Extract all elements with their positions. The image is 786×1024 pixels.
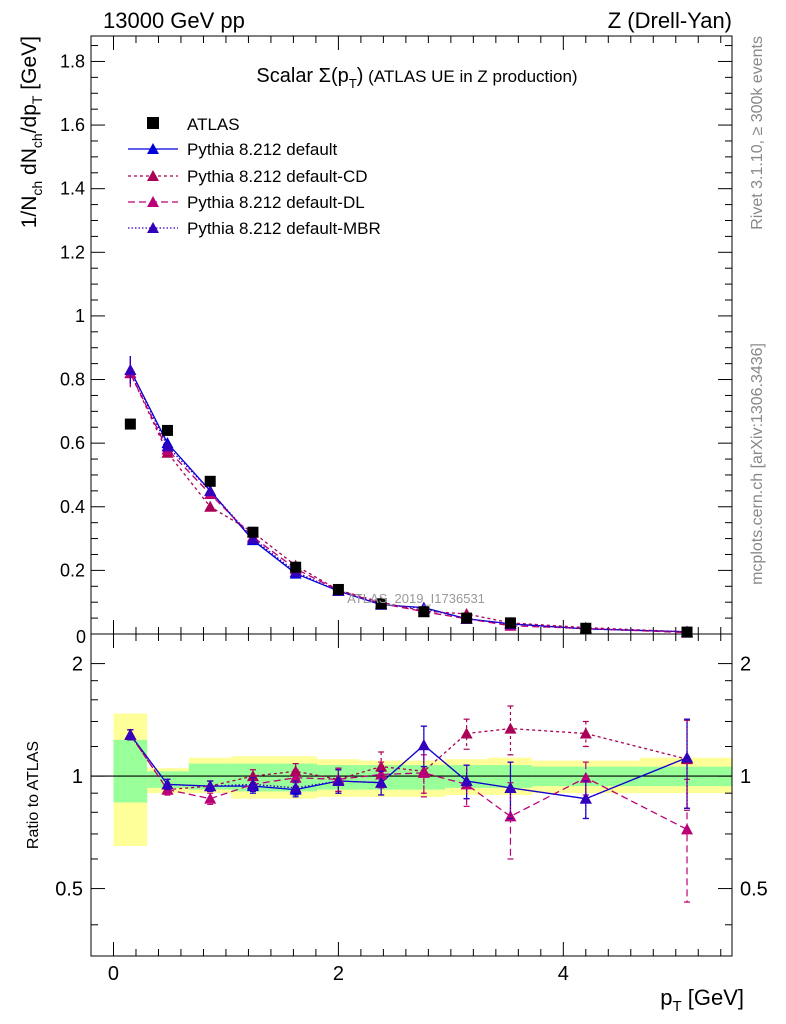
ratio-series-point [579,771,592,783]
rivet-label: Rivet 3.1.10, ≥ 300k events [749,36,766,230]
ratio-series-point [681,751,694,763]
main-y-tick-label: 1.8 [60,51,85,71]
main-series-point [204,484,217,496]
header-left: 13000 GeV pp [103,8,245,33]
ratio-series-point [579,727,592,739]
main-curves [129,369,688,634]
x-axis-label: pT [GeV] [660,985,744,1015]
ratio-series-point [417,739,430,751]
main-series-point [161,440,174,452]
x-tick-label: 4 [558,963,569,985]
ratio-series-point [460,727,473,739]
main-series-point [246,532,259,544]
legend-marker-dl [147,196,159,207]
ratio-series-point [161,778,174,790]
main-series-point [124,363,137,375]
legend-marker-atlas [147,117,159,129]
ratio-ticks: 0.5 0.5 1 1 2 2 0 2 4 [55,634,768,985]
analysis-watermark: ATLAS_2019_I1736531 [347,591,485,606]
main-y-tick-label: 1 [75,306,85,326]
ratio-series-point [375,768,388,780]
main-y-tick-label: 0.2 [60,560,85,580]
main-series-point [204,500,217,512]
legend-marker-mbr [147,222,159,233]
ratio-series-point [246,778,259,790]
ratio-series-point [681,823,694,835]
ratio-series-point [460,775,473,787]
ratio-y-axis-label: Ratio to ATLAS [25,741,42,849]
main-bottom-tick-label: 0 [76,627,86,647]
ratio-y-tick-label: 1 [72,766,83,788]
main-y-axis-label: 1/Nch dNch/dpT [GeV] [18,36,45,228]
legend-marker-cd [147,170,159,181]
ratio-series-line [129,734,688,830]
main-series-line [129,372,688,633]
main-panel: 0.2 0.4 0.6 0.8 1 1.2 1.4 1.6 1.8 0 Scalar Σ(pT)… [18,35,733,647]
ratio-series-point [504,722,517,734]
ratio-series-point [124,728,137,740]
ratio-y-tick-label: 0.5 [55,879,83,901]
legend-entry-default: Pythia 8.212 default [187,140,338,159]
x-tick-label: 2 [333,963,344,985]
ratio-series-point [579,792,592,804]
ratio-y-tick-label-right: 1 [740,766,751,788]
atlas-data-point [504,617,516,629]
ratio-series-point [289,781,302,793]
main-y-tick-label: 0.8 [60,370,85,390]
main-y-tick-label: 1.4 [60,179,85,199]
ratio-series-point [289,771,302,783]
ratio-y-tick-label-right: 0.5 [740,879,768,901]
mcplots-label: mcplots.cern.ch [arXiv:1306.3436] [749,343,766,585]
ratio-series-point [204,780,217,792]
atlas-data-point [461,612,473,624]
legend-marker-default [147,143,159,154]
atlas-data-point [681,626,693,638]
ratio-series-point [246,770,259,782]
legend: ATLAS Pythia 8.212 default Pythia 8.212 … [128,115,381,238]
atlas-data-point [290,561,302,573]
atlas-data-point [418,606,430,618]
main-y-tick-label: 1.2 [60,242,85,262]
legend-entry-atlas: ATLAS [187,115,240,134]
ratio-y-tick-label-right: 2 [740,654,751,676]
atlas-data-point [580,622,592,634]
ratio-series-line [129,727,688,791]
atlas-data-point [247,526,259,538]
ratio-y-tick-label: 2 [72,654,83,676]
ratio-series-point [204,792,217,804]
main-marks [124,355,694,638]
legend-entry-cd: Pythia 8.212 default-CD [187,167,368,186]
ratio-band-green [113,739,148,803]
main-series-line [129,369,688,633]
ratio-series-point [417,766,430,778]
atlas-data-point [124,418,136,430]
atlas-data-point [375,598,387,610]
ratio-frame [90,633,733,957]
main-y-tick-label: 0.6 [60,433,85,453]
main-title: Scalar Σ(pT) (ATLAS UE in Z production) [256,65,577,91]
atlas-data-point [161,424,173,436]
header-right: Z (Drell-Yan) [608,8,732,33]
ratio-curves [129,727,688,830]
legend-entry-mbr: Pythia 8.212 default-MBR [187,219,381,238]
main-y-tick-label: 1.6 [60,115,85,135]
main-y-ticks: 0.2 0.4 0.6 0.8 1 1.2 1.4 1.6 1.8 [60,36,732,634]
atlas-data-point [204,475,216,487]
main-y-tick-label: 0.4 [60,497,85,517]
ratio-bands [91,713,732,846]
atlas-data-point [332,583,344,595]
ratio-panel: 0.5 0.5 1 1 2 2 0 2 4 Ratio to ATLAS pT [GeV] [25,633,768,1015]
ratio-series-point [332,775,345,787]
legend-entry-dl: Pythia 8.212 default-DL [187,193,365,212]
ratio-series-point [504,781,517,793]
x-tick-label: 0 [108,963,119,985]
ratio-series-point [375,776,388,788]
ratio-marks [124,705,694,903]
ratio-series-line [129,734,688,800]
